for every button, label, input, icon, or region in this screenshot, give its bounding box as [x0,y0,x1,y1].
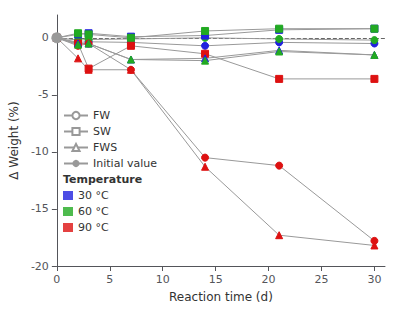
svg-text:-5: -5 [38,88,49,101]
svg-text:Δ Weight (%): Δ Weight (%) [7,101,21,179]
svg-text:5: 5 [106,273,113,286]
svg-text:-10: -10 [31,145,49,158]
svg-text:Temperature: Temperature [63,173,142,186]
svg-text:90 °C: 90 °C [78,221,109,234]
svg-text:25: 25 [314,273,328,286]
svg-text:SW: SW [93,125,111,138]
svg-text:10: 10 [156,273,170,286]
svg-text:Initial value: Initial value [93,157,157,170]
svg-text:FW: FW [93,109,110,122]
svg-text:30 °C: 30 °C [78,189,109,202]
svg-text:FWS: FWS [93,141,117,154]
svg-text:0: 0 [53,273,60,286]
svg-text:0: 0 [42,31,49,44]
svg-text:-20: -20 [31,260,49,273]
svg-text:60 °C: 60 °C [78,205,109,218]
svg-text:15: 15 [209,273,223,286]
svg-text:Reaction time (d): Reaction time (d) [169,290,273,304]
svg-text:20: 20 [262,273,276,286]
svg-text:30: 30 [367,273,381,286]
svg-text:-15: -15 [31,202,49,215]
